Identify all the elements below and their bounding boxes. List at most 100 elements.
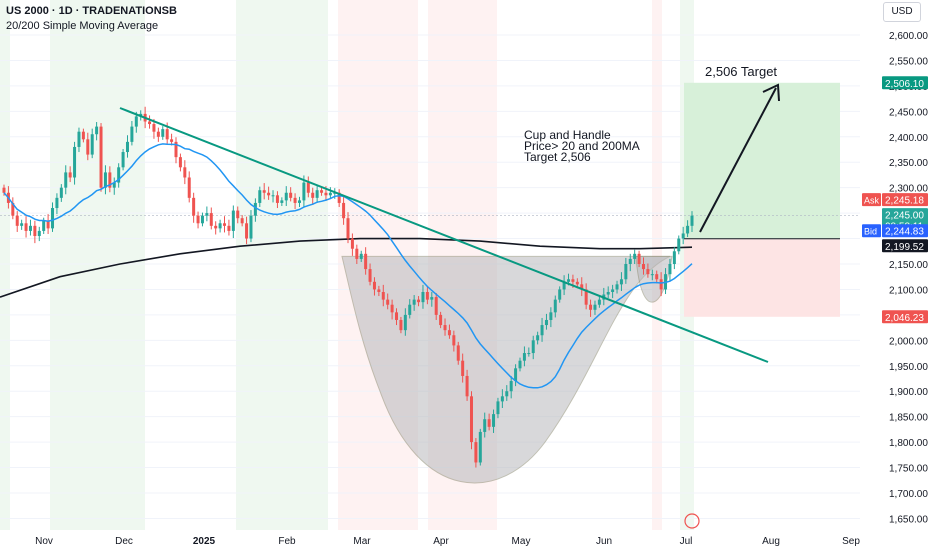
candle-body bbox=[364, 253, 368, 270]
candle-body bbox=[15, 215, 19, 226]
candle bbox=[447, 324, 451, 339]
candle bbox=[156, 127, 160, 142]
session-band bbox=[50, 0, 145, 530]
candle-body bbox=[399, 319, 403, 331]
candle bbox=[478, 428, 482, 466]
svg-text:2,506.10: 2,506.10 bbox=[885, 79, 924, 90]
svg-text:2,245.18: 2,245.18 bbox=[885, 196, 924, 207]
candle-body bbox=[377, 289, 381, 292]
candle bbox=[553, 295, 557, 318]
candle-body bbox=[593, 304, 597, 310]
candle-body bbox=[452, 335, 456, 346]
candle bbox=[178, 153, 182, 172]
candle bbox=[562, 275, 566, 296]
chart-header: US 2000 · 1D · TRADENATIONSB 20/200 Simp… bbox=[6, 4, 177, 34]
candle bbox=[439, 311, 443, 329]
candle-body bbox=[443, 325, 447, 331]
candle-body bbox=[474, 442, 478, 463]
candle-body bbox=[412, 299, 416, 305]
candle bbox=[315, 186, 319, 203]
price-label: 2,506.10 bbox=[882, 76, 928, 90]
candle-body bbox=[624, 264, 628, 280]
candle-body bbox=[77, 131, 81, 147]
candle-body bbox=[284, 192, 288, 201]
candle-body bbox=[500, 396, 504, 402]
ma200-path bbox=[0, 237, 693, 298]
candle-body bbox=[606, 291, 610, 295]
candle-body bbox=[434, 297, 438, 315]
trendline bbox=[119, 107, 769, 363]
x-tick-label: May bbox=[512, 536, 531, 547]
candle-body bbox=[271, 195, 275, 197]
candle bbox=[500, 389, 504, 409]
candle bbox=[28, 219, 32, 236]
candle bbox=[33, 220, 37, 244]
candle-body bbox=[328, 192, 332, 196]
candle-body bbox=[55, 197, 59, 209]
candle-body bbox=[465, 375, 469, 397]
candle-body bbox=[677, 238, 681, 252]
candle-body bbox=[315, 190, 319, 198]
candle bbox=[183, 160, 187, 185]
candle-body bbox=[425, 291, 429, 300]
candle bbox=[112, 177, 116, 195]
candle bbox=[619, 272, 623, 291]
currency-button[interactable]: USD bbox=[883, 2, 921, 22]
candle-body bbox=[11, 202, 15, 216]
y-tick-label: 2,450.00 bbox=[889, 107, 928, 118]
candle bbox=[377, 285, 381, 297]
cup-and-handle-shape bbox=[341, 255, 673, 484]
x-tick-label: Jul bbox=[680, 536, 693, 547]
candle-body bbox=[90, 134, 94, 155]
candle-body bbox=[544, 319, 548, 326]
candle-body bbox=[386, 299, 390, 305]
candle-body bbox=[509, 381, 513, 392]
candle-body bbox=[611, 289, 615, 292]
candle-body bbox=[46, 220, 50, 229]
candle-body bbox=[372, 281, 376, 290]
candle-body bbox=[293, 197, 297, 203]
candle-body bbox=[68, 172, 72, 178]
y-tick-label: 1,700.00 bbox=[889, 489, 928, 500]
candle-body bbox=[571, 279, 575, 282]
y-tick-label: 2,000.00 bbox=[889, 336, 928, 347]
candle-body bbox=[597, 299, 601, 305]
candle-body bbox=[628, 258, 632, 264]
tradingview-logo-icon bbox=[684, 513, 700, 529]
y-tick-label: 2,350.00 bbox=[889, 158, 928, 169]
candle bbox=[686, 220, 690, 238]
candle-body bbox=[275, 195, 279, 203]
candle bbox=[518, 357, 522, 372]
candle-body bbox=[187, 177, 191, 198]
symbol-title: US 2000 · 1D · TRADENATIONSB bbox=[6, 5, 177, 17]
candle-body bbox=[156, 131, 160, 137]
x-tick-label: Nov bbox=[35, 536, 53, 547]
candle-body bbox=[28, 225, 32, 231]
candle-body bbox=[496, 401, 500, 415]
candle bbox=[668, 258, 672, 282]
candle bbox=[611, 284, 615, 299]
y-tick-label: 2,600.00 bbox=[889, 31, 928, 42]
candle-body bbox=[258, 190, 262, 203]
price-label: 2,199.52 bbox=[882, 239, 928, 253]
session-band bbox=[0, 0, 10, 530]
candle-body bbox=[390, 304, 394, 313]
candle-body bbox=[549, 312, 553, 320]
candle bbox=[196, 211, 200, 229]
candle bbox=[90, 128, 94, 159]
candle bbox=[655, 270, 659, 284]
candle-body bbox=[567, 279, 571, 282]
candle-body bbox=[686, 225, 690, 234]
candle-body bbox=[522, 353, 526, 361]
candle bbox=[77, 127, 81, 153]
candle bbox=[209, 207, 213, 230]
price-axis-bg bbox=[860, 0, 932, 550]
candle bbox=[386, 293, 390, 310]
candle-body bbox=[280, 200, 284, 203]
target-annotation: 2,506 Target bbox=[705, 64, 778, 79]
svg-text:2,199.52: 2,199.52 bbox=[885, 242, 924, 253]
candle-body bbox=[456, 345, 460, 361]
candle-body bbox=[51, 208, 55, 229]
candle-body bbox=[580, 284, 584, 290]
